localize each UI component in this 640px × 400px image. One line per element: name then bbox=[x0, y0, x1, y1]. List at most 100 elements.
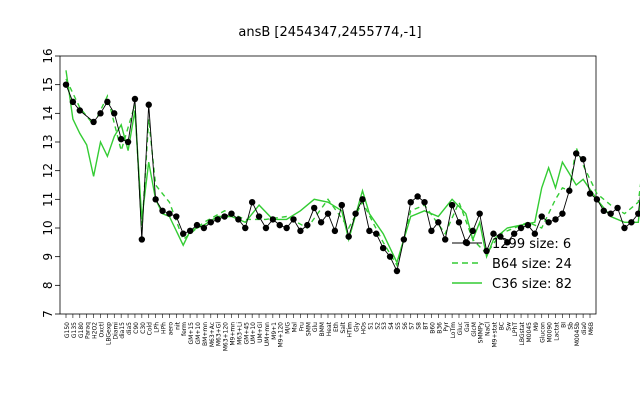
series-point-1299 bbox=[566, 187, 573, 194]
series-point-1299 bbox=[331, 227, 339, 235]
x-tick-label: Glu bbox=[312, 322, 319, 332]
y-tick-label: 16 bbox=[41, 48, 55, 63]
series-point-1299 bbox=[455, 219, 463, 226]
x-tick-label: Mal bbox=[292, 322, 299, 333]
x-tick-label: Eth bbox=[333, 322, 340, 332]
x-tick-label: BI bbox=[560, 322, 567, 328]
legend-label: B64 size: 24 bbox=[492, 257, 572, 272]
x-tick-label: GlcM bbox=[471, 322, 478, 337]
x-tick-label: dia0 bbox=[581, 322, 588, 335]
series-point-1299 bbox=[207, 219, 214, 226]
x-tick-label: M63+Ac bbox=[209, 322, 216, 347]
x-tick-label: G150 bbox=[64, 322, 71, 338]
x-tick-label: B36 bbox=[436, 322, 443, 334]
x-tick-label: M63+120 bbox=[223, 322, 230, 351]
series-point-1299 bbox=[476, 210, 483, 217]
series-point-1299 bbox=[448, 201, 456, 209]
series-point-1299 bbox=[600, 207, 607, 214]
x-tick-label: M63+Li bbox=[236, 322, 243, 345]
series-point-1299 bbox=[228, 210, 235, 217]
x-tick-label: LoTm bbox=[450, 322, 457, 339]
series-point-1299 bbox=[200, 224, 208, 232]
legend: 1299 size: 6 B64 size: 24 C36 size: 82 bbox=[452, 237, 572, 292]
series-point-1299 bbox=[442, 236, 449, 243]
x-tick-label: S7 bbox=[409, 322, 416, 330]
y-axis: 7 8 9 10 11 12 13 14 15 16 bbox=[41, 48, 60, 318]
x-tick-label: S3 bbox=[381, 322, 388, 330]
series-point-1299 bbox=[373, 230, 380, 237]
legend-label: C36 size: 82 bbox=[492, 277, 572, 292]
y-tick-label: 13 bbox=[41, 134, 55, 149]
x-tick-label: M9+mn bbox=[229, 322, 236, 346]
series-point-1299 bbox=[379, 244, 387, 252]
series-point-1299 bbox=[117, 135, 125, 143]
series-point-1299 bbox=[324, 210, 332, 217]
series-point-1299 bbox=[255, 213, 263, 220]
x-tick-label: GM+15 bbox=[188, 322, 195, 345]
x-tick-label: S4 bbox=[388, 322, 395, 330]
y-tick-label: 9 bbox=[41, 253, 55, 261]
series-point-1299 bbox=[559, 210, 566, 217]
series-point-1299 bbox=[338, 201, 345, 209]
x-tick-label: Diami bbox=[112, 322, 119, 340]
series-point-1299 bbox=[124, 138, 132, 146]
x-tick-label: Cold bbox=[147, 322, 154, 336]
series-point-1299 bbox=[510, 230, 518, 237]
series-point-1299 bbox=[221, 213, 228, 220]
x-tick-label: UM+10 bbox=[250, 322, 257, 344]
series-point-1299 bbox=[304, 221, 311, 229]
series-point-1299 bbox=[386, 253, 394, 260]
x-tick-label: LBGstat bbox=[519, 321, 526, 345]
x-tick-label: LPh bbox=[154, 322, 161, 333]
x-tick-label: M63+Gl bbox=[216, 322, 223, 346]
x-tick-label: Gly bbox=[354, 322, 361, 332]
series-point-1299 bbox=[214, 216, 221, 223]
series-point-1299 bbox=[269, 216, 277, 223]
x-tick-label: Sw bbox=[505, 322, 512, 331]
series-point-1299 bbox=[366, 227, 373, 235]
series-point-1299 bbox=[186, 227, 194, 235]
series-point-1299 bbox=[111, 110, 118, 117]
x-tick-label: NaCl bbox=[485, 322, 492, 336]
y-tick-label: 14 bbox=[41, 106, 55, 121]
series-point-1299 bbox=[138, 236, 146, 243]
x-tick-label: Glucon bbox=[540, 322, 547, 343]
series-point-1299 bbox=[497, 233, 504, 240]
series-point-1299 bbox=[607, 210, 614, 217]
x-tick-label: Heat bbox=[326, 321, 333, 336]
series-point-1299 bbox=[414, 193, 421, 200]
series-point-1299 bbox=[628, 219, 635, 226]
series-point-1299 bbox=[407, 199, 414, 206]
x-tick-label: Salt bbox=[340, 321, 347, 333]
x-tick-label: Sb bbox=[567, 322, 574, 330]
series-point-1299 bbox=[276, 221, 283, 229]
series-point-1299 bbox=[62, 81, 70, 88]
x-tick-label: S1 bbox=[367, 322, 374, 330]
y-tick-label: 8 bbox=[41, 282, 55, 290]
x-tick-label: M0045b bbox=[574, 322, 581, 346]
x-tick-label: UM+mn bbox=[264, 322, 271, 346]
x-tick-label: aero bbox=[167, 322, 174, 336]
series-point-1299 bbox=[262, 224, 270, 232]
series-point-1299 bbox=[97, 110, 104, 117]
series-point-1299 bbox=[621, 224, 628, 232]
series-point-1299 bbox=[545, 219, 552, 226]
x-tick-label: G135 bbox=[71, 322, 78, 338]
series-point-1299 bbox=[193, 221, 201, 229]
series-point-1299 bbox=[579, 156, 587, 163]
y-tick-label: 10 bbox=[41, 220, 55, 235]
series-point-1299 bbox=[421, 199, 428, 206]
x-tick-label: GM+45 bbox=[243, 322, 250, 345]
series-point-1299 bbox=[469, 227, 476, 235]
series-point-1299 bbox=[490, 230, 497, 237]
x-tick-label: S2 bbox=[374, 322, 381, 330]
x-tick-label: Paraq bbox=[85, 322, 92, 339]
x-tick-label: M9+stat bbox=[491, 321, 498, 347]
x-tick-label: B60 bbox=[429, 322, 436, 334]
series-point-1299 bbox=[531, 230, 539, 237]
x-tick-label: C30 bbox=[140, 322, 147, 334]
series-point-1299 bbox=[524, 221, 532, 229]
x-tick-label: M0090 bbox=[547, 322, 554, 343]
x-tick-label: M/G bbox=[285, 322, 292, 334]
x-tick-label: H2O2 bbox=[92, 322, 99, 339]
